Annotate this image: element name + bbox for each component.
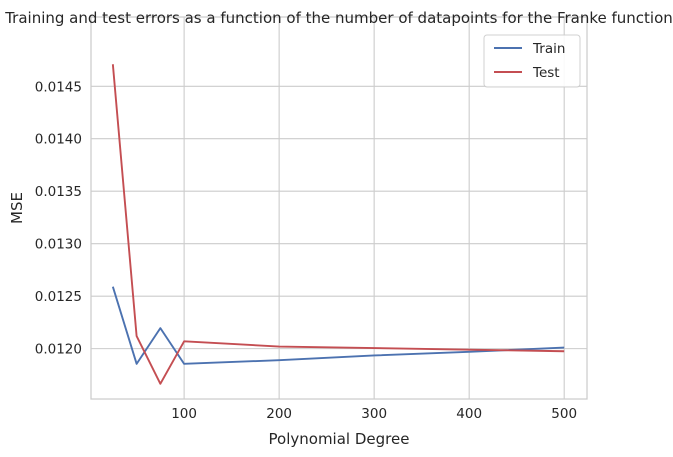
- legend: Train Test: [483, 34, 581, 88]
- y-tick-label: 0.0130: [35, 237, 82, 253]
- y-axis-label: MSE: [8, 192, 26, 224]
- x-tick-label: 100: [171, 406, 197, 422]
- series-lines: [111, 64, 565, 385]
- legend-box: [483, 34, 581, 88]
- series-line-train: [111, 286, 565, 365]
- chart-title: Training and test errors as a function o…: [4, 9, 673, 27]
- x-axis-label: Polynomial Degree: [269, 430, 410, 448]
- y-tick-label: 0.0145: [35, 79, 82, 95]
- x-tick-label: 400: [456, 406, 482, 422]
- series-line-test: [111, 64, 565, 385]
- legend-label-train: Train: [532, 41, 565, 57]
- x-tick-label: 300: [361, 406, 387, 422]
- x-tick-label: 500: [551, 406, 577, 422]
- legend-label-test: Test: [532, 65, 560, 81]
- y-tick-label: 0.0125: [35, 289, 82, 305]
- tick-labels: 100 200 300 400 500 0.0120 0.0125 0.0130 0.0135 0…: [35, 79, 577, 422]
- y-tick-label: 0.0135: [35, 184, 82, 200]
- x-tick-label: 200: [266, 406, 292, 422]
- y-tick-label: 0.0120: [35, 342, 82, 358]
- plot-frame: [90, 16, 588, 400]
- y-tick-label: 0.0140: [35, 132, 82, 148]
